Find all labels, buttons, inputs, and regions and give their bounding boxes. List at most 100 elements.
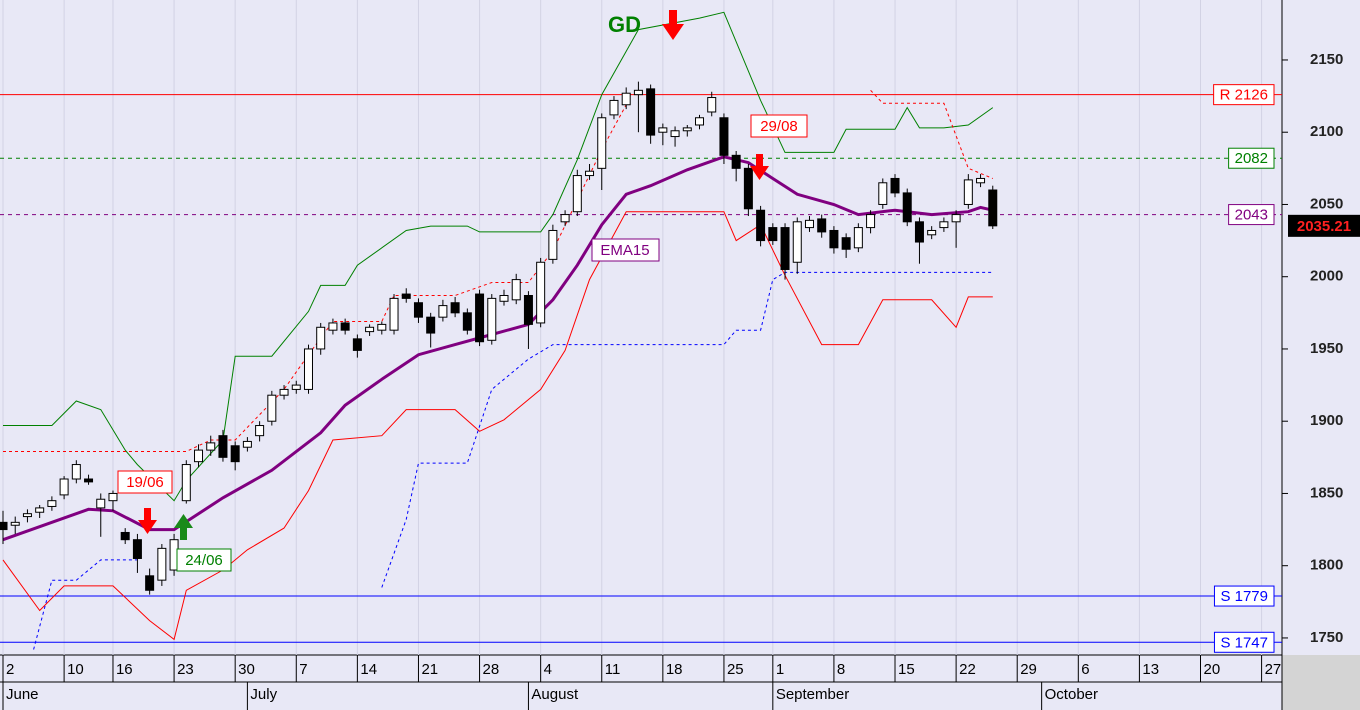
candle-body bbox=[84, 478, 94, 483]
candle-body bbox=[389, 297, 399, 331]
candle-body bbox=[804, 219, 814, 229]
buy-arrow bbox=[174, 514, 193, 540]
candle-body bbox=[548, 229, 558, 260]
annotation: EMA15 bbox=[600, 242, 649, 259]
candle-body bbox=[328, 322, 338, 331]
x-tick-label: 16 bbox=[116, 661, 133, 678]
x-tick-label: 6 bbox=[1081, 661, 1089, 678]
annotation: 19/06 bbox=[126, 474, 164, 491]
indicator-line bbox=[2, 211, 993, 641]
x-tick-label: 25 bbox=[727, 661, 744, 678]
y-tick-label: 2100 bbox=[1310, 123, 1343, 140]
candle-body bbox=[291, 384, 301, 390]
candle-body bbox=[914, 221, 924, 243]
candle-body bbox=[22, 513, 32, 518]
candle-body bbox=[450, 302, 460, 314]
month-label: August bbox=[531, 686, 579, 703]
sell-arrow bbox=[750, 154, 769, 180]
candle-body bbox=[47, 500, 57, 507]
annotation-frame bbox=[176, 548, 232, 572]
candle-body bbox=[279, 388, 289, 396]
candle-body bbox=[536, 261, 546, 324]
x-tick-label: 28 bbox=[483, 661, 500, 678]
level-label: S 1747 bbox=[1213, 631, 1275, 653]
level-frame bbox=[1213, 631, 1275, 653]
candle-body bbox=[59, 478, 69, 496]
x-tick-label: 13 bbox=[1142, 661, 1159, 678]
candle-body bbox=[71, 464, 81, 480]
candle-body bbox=[438, 305, 448, 318]
candle-body bbox=[719, 117, 729, 156]
candle-body bbox=[658, 127, 668, 133]
candle-body bbox=[157, 547, 167, 581]
annotation: GD bbox=[608, 12, 641, 37]
y-tick-label: 2150 bbox=[1310, 51, 1343, 68]
candle-body bbox=[792, 221, 802, 263]
candle-body bbox=[377, 323, 387, 331]
candle-body bbox=[927, 229, 937, 236]
candle-body bbox=[194, 449, 204, 463]
indicator-line bbox=[33, 271, 993, 650]
x-tick-label: 23 bbox=[177, 661, 194, 678]
level-text: 2082 bbox=[1235, 150, 1268, 167]
annotation-box: EMA15 bbox=[591, 238, 660, 262]
candle-body bbox=[878, 182, 888, 205]
x-tick-label: 27 bbox=[1265, 661, 1282, 678]
last-price-box bbox=[1288, 214, 1360, 237]
candle-body bbox=[145, 575, 155, 591]
indicator-line bbox=[2, 155, 994, 542]
candle-body bbox=[426, 316, 436, 334]
candle-body bbox=[731, 154, 741, 169]
last-price: 2035.21 bbox=[1297, 218, 1351, 235]
level-label: S 1779 bbox=[1213, 585, 1275, 607]
candle-body bbox=[132, 539, 142, 559]
annotation-box: 19/06 bbox=[117, 470, 173, 494]
x-tick-label: 1 bbox=[776, 661, 784, 678]
candle-body bbox=[670, 130, 680, 138]
candle-body bbox=[963, 179, 973, 205]
candle-body bbox=[462, 312, 472, 331]
annotation: 29/08 bbox=[760, 118, 798, 135]
x-tick-label: 7 bbox=[299, 661, 307, 678]
month-label: October bbox=[1045, 686, 1098, 703]
x-tick-label: 29 bbox=[1020, 661, 1037, 678]
candle-body bbox=[621, 92, 631, 106]
level-frame bbox=[1228, 147, 1275, 169]
level-text: S 1779 bbox=[1220, 588, 1268, 605]
annotation: 24/06 bbox=[185, 552, 223, 569]
candle-body bbox=[646, 88, 656, 136]
level-text: S 1747 bbox=[1220, 634, 1268, 651]
candle-body bbox=[756, 209, 766, 242]
y-tick-label: 2050 bbox=[1310, 195, 1343, 212]
x-tick-label: 2 bbox=[6, 661, 14, 678]
candle-body bbox=[976, 177, 986, 184]
indicator-line bbox=[3, 11, 994, 502]
candle-body bbox=[255, 425, 265, 437]
candle-body bbox=[230, 445, 240, 463]
annotation-box: 29/08 bbox=[750, 114, 808, 138]
y-tick-label: 2000 bbox=[1310, 268, 1343, 285]
candle-body bbox=[939, 221, 949, 229]
level-label: 2043 bbox=[1228, 204, 1275, 226]
candle-body bbox=[206, 442, 216, 451]
annotation-box: 24/06 bbox=[176, 548, 232, 572]
candle-body bbox=[817, 218, 827, 233]
sell-arrow bbox=[138, 508, 157, 534]
candle-body bbox=[890, 177, 900, 194]
candle-body bbox=[487, 297, 497, 341]
candle-body bbox=[597, 117, 607, 169]
candle-body bbox=[572, 175, 582, 213]
candle-body bbox=[352, 338, 362, 351]
corner-panel bbox=[1282, 655, 1360, 710]
candle-body bbox=[523, 294, 533, 325]
candle-body bbox=[267, 394, 277, 422]
candle-body bbox=[682, 127, 692, 132]
candle-body bbox=[35, 507, 45, 513]
candle-body bbox=[841, 237, 851, 250]
candle-body bbox=[560, 214, 570, 223]
annotation-frame bbox=[750, 114, 808, 138]
x-tick-label: 22 bbox=[959, 661, 976, 678]
candle-body bbox=[242, 440, 252, 448]
candle-body bbox=[108, 492, 118, 502]
